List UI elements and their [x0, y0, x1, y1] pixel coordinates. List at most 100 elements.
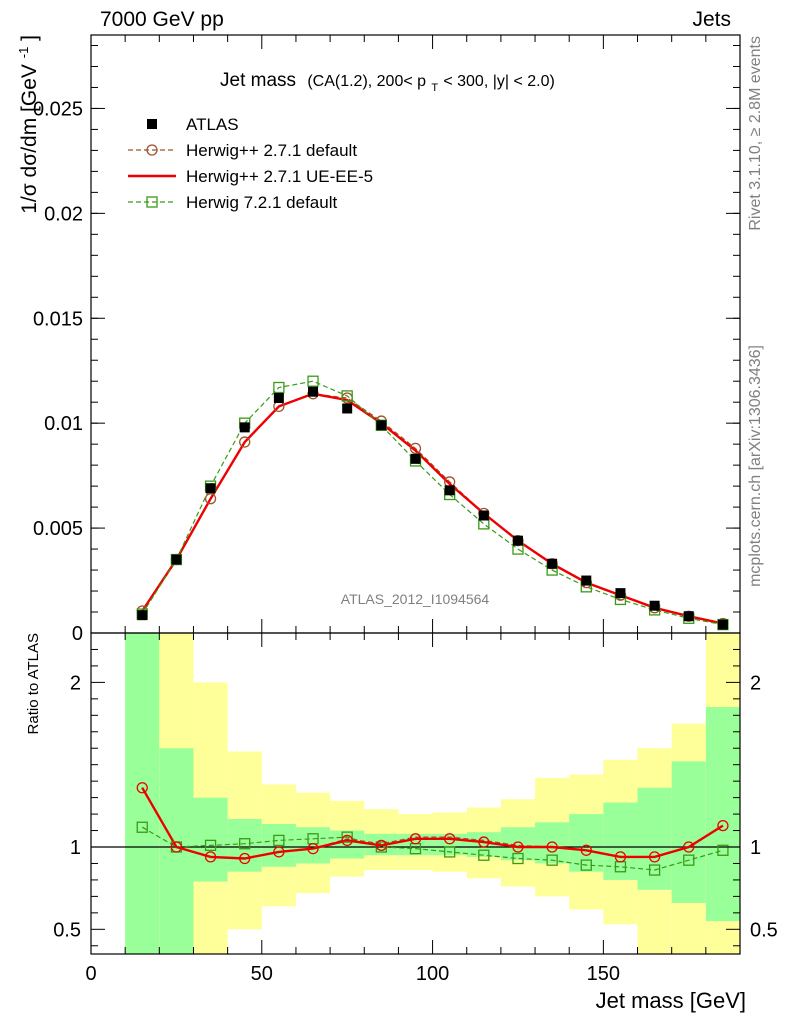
main-data-point [308, 386, 319, 397]
xtick-label: 150 [587, 963, 620, 985]
ratio-ytick-label-right: 1 [750, 837, 761, 859]
main-data-point [342, 403, 353, 414]
ratio-ytick-label: 0.5 [53, 919, 81, 941]
ratio-band-inner [569, 814, 604, 872]
main-ylabel-close: ] [18, 35, 41, 41]
main-data-point [512, 535, 523, 546]
title-sub-sub: T [431, 82, 438, 94]
legend-label: ATLAS [186, 115, 239, 134]
ratio-data-point [512, 841, 524, 853]
ratio-data-point [444, 833, 456, 845]
ratio-band-inner [603, 802, 638, 880]
main-data-point [137, 610, 148, 621]
ratio-data-point [341, 834, 353, 847]
main-data-point [205, 483, 216, 494]
ratio-data-point [512, 852, 524, 865]
ratio-data-point [683, 841, 695, 853]
ratio-data-point [204, 839, 217, 852]
main-data-point [683, 611, 694, 622]
main-data-point [307, 375, 319, 387]
ratio-band-inner [637, 787, 672, 890]
ratio-data-point [717, 844, 729, 856]
main-data-point [273, 381, 285, 394]
ratio-data-point [478, 836, 490, 848]
ratio-data-point [648, 851, 661, 863]
ratio-ylabel: Ratio to ATLAS [25, 633, 42, 734]
main-ylabel-text: 1/σ dσ/dm [GeV [18, 64, 41, 214]
main-ytick-label: 0.01 [44, 413, 83, 435]
legend-label: Herwig++ 2.7.1 UE-EE-5 [186, 167, 373, 186]
main-data-point [581, 575, 592, 586]
ratio-series-line [141, 787, 724, 860]
ratio-data-point [307, 842, 319, 855]
ratio-bands [125, 633, 740, 954]
main-data-point [717, 619, 728, 630]
legend-marker [146, 144, 158, 156]
main-ytick-label: 0 [72, 623, 83, 645]
main-data-point [409, 442, 422, 455]
xtick-label: 100 [416, 963, 449, 985]
header-left: 7000 GeV pp [100, 8, 224, 31]
main-ylabel-sup: -1 [16, 47, 31, 59]
main-data-point [341, 390, 353, 402]
legend-label: Herwig 7.2.1 default [186, 193, 337, 212]
watermark: ATLAS_2012_I1094564 [341, 591, 490, 607]
ratio-data-point [580, 859, 592, 871]
ratio-data-point [409, 833, 422, 845]
header-right: Jets [692, 8, 731, 31]
legend-marker [146, 196, 158, 208]
chart-title: Jet mass (CA(1.2), 200< p T < 300, |y| <… [220, 70, 555, 96]
ratio-data-point [136, 782, 148, 794]
main-data-point [376, 420, 387, 431]
ratio-data-point [478, 849, 490, 861]
axes: 0 0.005 0.01 0.015 0.02 0.025 0 50 100 150 0.5 0.5 1… [33, 35, 778, 985]
main-data-point [410, 453, 421, 464]
ratio-data-point [341, 831, 353, 843]
ratio-data-point [683, 854, 695, 866]
main-data-point [239, 422, 250, 433]
main-data-point [239, 436, 251, 448]
main-data-point [171, 554, 182, 565]
main-data-point [649, 600, 660, 611]
ratio-series-line [141, 826, 724, 871]
title-sub-2: < 300, |y| < 2.0) [443, 73, 555, 90]
ratio-band-inner [671, 761, 706, 903]
ratio-band-inner [125, 633, 160, 954]
ratio-data-point [239, 838, 251, 850]
main-series-line [141, 392, 724, 625]
main-ytick-label: 0.025 [33, 98, 83, 120]
ratio-data-point [204, 851, 217, 863]
xtick-label: 0 [85, 963, 96, 985]
ratio-ytick-label-right: 2 [750, 672, 761, 694]
ratio-data-point [375, 839, 387, 852]
main-data-point [273, 392, 284, 403]
ratio-ytick-label: 1 [70, 837, 81, 859]
xlabel: Jet mass [GeV] [596, 988, 746, 1013]
ratio-data-point [170, 841, 183, 853]
legend-marker [147, 119, 157, 129]
ratio-band-inner [330, 830, 365, 859]
ratio-data-point [546, 854, 558, 866]
ratio-data-point [444, 846, 456, 858]
xtick-label: 50 [251, 963, 273, 985]
side-text-bottom: mcplots.cern.ch [arXiv:1306.3436] [747, 345, 764, 587]
legend: ATLAS Herwig++ 2.7.1 default Herwig++ 2.7.… [128, 115, 373, 212]
main-panel [136, 375, 729, 631]
legend-label: Herwig++ 2.7.1 default [186, 141, 357, 160]
side-text-top: Rivet 3.1.10, ≥ 2.8M events [747, 36, 764, 231]
ratio-data-point [648, 864, 661, 876]
ratio-frame [90, 632, 741, 955]
main-data-point [444, 485, 455, 496]
ratio-data-point [717, 819, 729, 832]
main-series-line [141, 393, 724, 625]
title-main: Jet mass [220, 70, 296, 91]
main-data-point [204, 493, 217, 505]
ratio-data-point [239, 852, 251, 865]
ratio-data-point [580, 844, 592, 856]
ratio-data-point [136, 821, 148, 833]
ratio-band-inner [535, 822, 570, 864]
ratio-ytick-label: 2 [70, 672, 81, 694]
ratio-data-point [614, 851, 627, 863]
ratio-data-point [546, 841, 558, 853]
